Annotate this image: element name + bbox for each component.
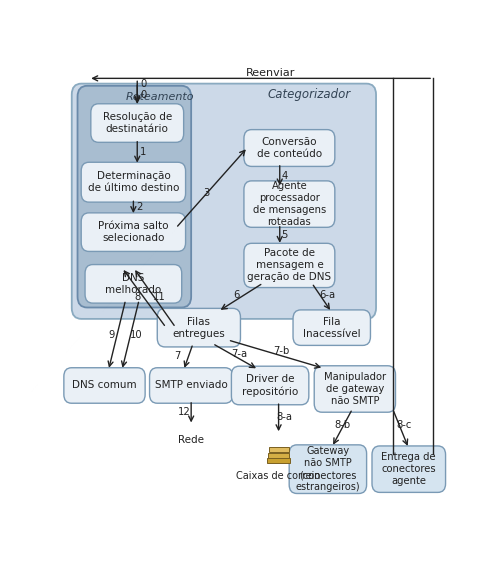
Text: Conversão
de conteúdo: Conversão de conteúdo [257, 137, 322, 159]
Text: 6-a: 6-a [319, 290, 335, 300]
Text: 7: 7 [174, 351, 181, 361]
FancyBboxPatch shape [72, 84, 376, 319]
Text: Filas
entregues: Filas entregues [172, 317, 225, 339]
FancyBboxPatch shape [267, 458, 290, 464]
Text: SMTP enviado: SMTP enviado [155, 381, 228, 390]
Text: 8: 8 [134, 292, 140, 302]
FancyBboxPatch shape [244, 130, 335, 166]
FancyBboxPatch shape [314, 366, 396, 412]
Text: 8-c: 8-c [397, 420, 412, 430]
Text: Caixas de correio: Caixas de correio [237, 471, 321, 481]
Text: 12: 12 [178, 407, 191, 417]
FancyBboxPatch shape [244, 244, 335, 287]
Text: 10: 10 [130, 329, 143, 340]
Text: 11: 11 [153, 292, 166, 302]
Text: Próxima salto
selecionado: Próxima salto selecionado [98, 221, 168, 243]
FancyBboxPatch shape [293, 310, 370, 345]
Text: Driver de
repositório: Driver de repositório [242, 374, 298, 397]
Text: Manipulador
de gateway
não SMTP: Manipulador de gateway não SMTP [324, 372, 386, 406]
Text: DNS comum: DNS comum [72, 381, 137, 390]
Text: Categorizador: Categorizador [267, 88, 350, 101]
FancyBboxPatch shape [81, 162, 185, 202]
Text: Agente
processador
de mensagens
roteadas: Agente processador de mensagens roteadas [253, 181, 326, 227]
FancyBboxPatch shape [372, 446, 446, 492]
Text: 2: 2 [136, 202, 142, 212]
Text: 4: 4 [282, 171, 288, 180]
FancyBboxPatch shape [91, 104, 184, 142]
Text: DNS
melhorado: DNS melhorado [105, 273, 162, 295]
Text: Resolução de
destinatário: Resolução de destinatário [102, 112, 172, 134]
FancyBboxPatch shape [268, 452, 289, 458]
FancyBboxPatch shape [268, 447, 289, 452]
Text: Entrega de
conectores
agente: Entrega de conectores agente [382, 452, 436, 486]
Text: Roteamento: Roteamento [126, 92, 195, 102]
FancyBboxPatch shape [81, 213, 185, 251]
FancyBboxPatch shape [232, 366, 309, 405]
Text: 0: 0 [140, 89, 146, 100]
Text: 1: 1 [140, 147, 146, 156]
Text: Pacote de
mensagem e
geração de DNS: Pacote de mensagem e geração de DNS [248, 249, 331, 282]
Text: 7-a: 7-a [231, 349, 248, 360]
FancyBboxPatch shape [85, 265, 182, 303]
Text: Gateway
não SMTP
(conectores
estrangeiros): Gateway não SMTP (conectores estrangeiro… [296, 446, 360, 492]
FancyBboxPatch shape [64, 368, 145, 403]
Text: Fila
Inacessível: Fila Inacessível [303, 317, 360, 339]
Text: 8-a: 8-a [277, 413, 293, 422]
Text: 6: 6 [233, 290, 240, 300]
Text: 0: 0 [140, 79, 146, 89]
Text: 9: 9 [108, 329, 115, 340]
FancyBboxPatch shape [289, 445, 367, 493]
Text: 8-b: 8-b [334, 420, 350, 430]
FancyBboxPatch shape [78, 86, 191, 307]
Text: Reenviar: Reenviar [246, 68, 295, 77]
FancyBboxPatch shape [157, 308, 241, 347]
Text: 5: 5 [282, 230, 288, 240]
FancyBboxPatch shape [150, 368, 233, 403]
Text: Determinação
de último destino: Determinação de último destino [87, 171, 179, 193]
FancyBboxPatch shape [244, 181, 335, 228]
Text: 7-b: 7-b [273, 347, 289, 356]
Text: 3: 3 [203, 188, 210, 198]
Text: Rede: Rede [178, 435, 204, 445]
